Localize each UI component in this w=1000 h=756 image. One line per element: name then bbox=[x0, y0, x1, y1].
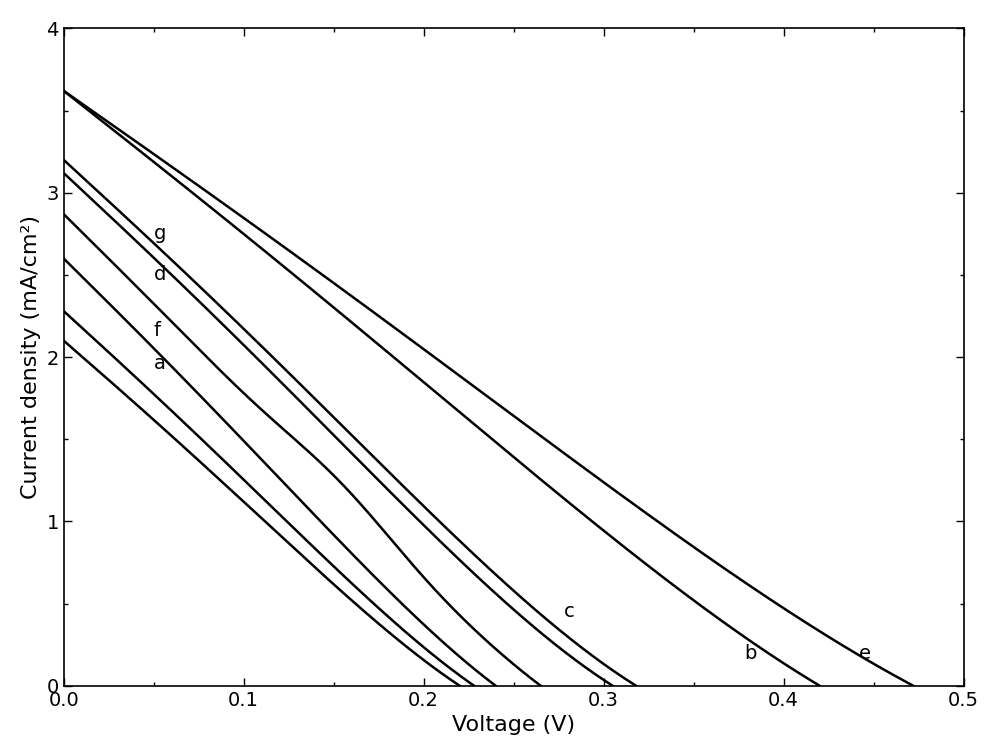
X-axis label: Voltage (V): Voltage (V) bbox=[452, 715, 575, 735]
Text: g: g bbox=[154, 224, 166, 243]
Y-axis label: Current density (mA/cm²): Current density (mA/cm²) bbox=[21, 215, 41, 499]
Text: e: e bbox=[859, 644, 871, 664]
Text: f: f bbox=[154, 321, 161, 339]
Text: d: d bbox=[154, 265, 166, 284]
Text: c: c bbox=[564, 602, 575, 621]
Text: b: b bbox=[744, 644, 756, 664]
Text: a: a bbox=[154, 354, 166, 373]
